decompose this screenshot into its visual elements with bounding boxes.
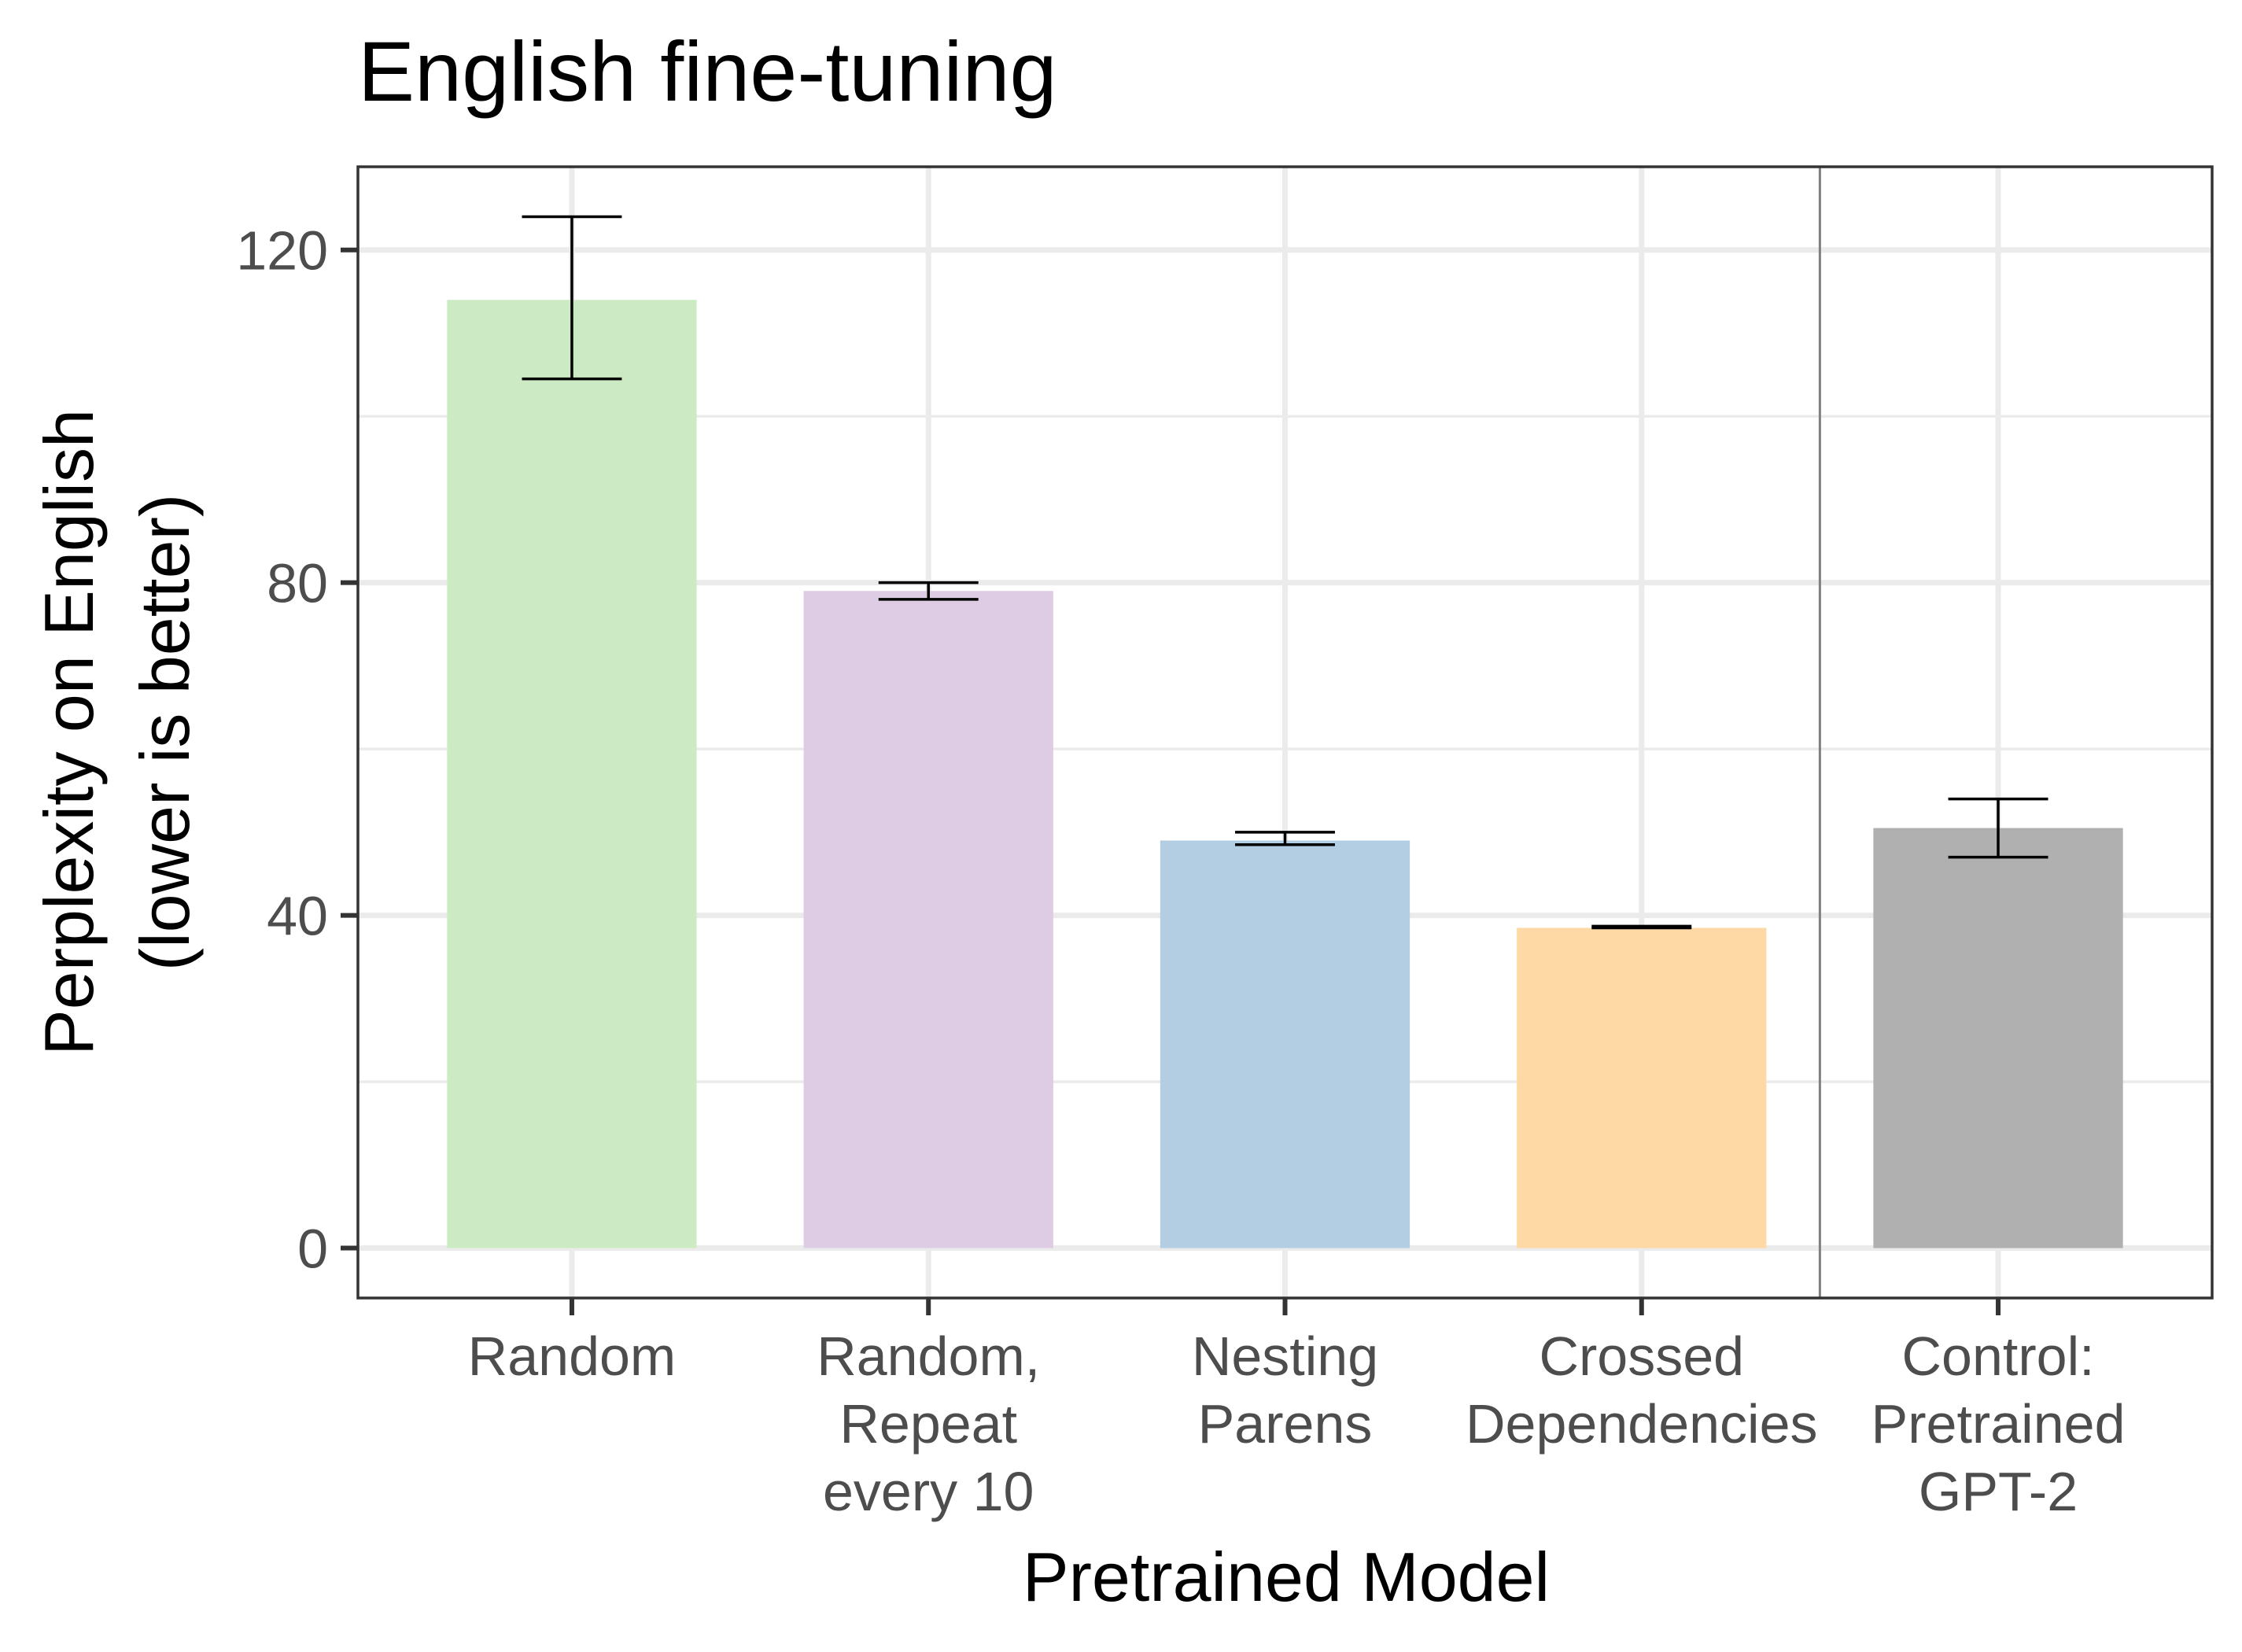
x-tick-label-line: Control: <box>1901 1326 2094 1387</box>
bars <box>447 300 2123 1248</box>
x-tick-label-line: Parens <box>1198 1393 1373 1455</box>
bar-1 <box>447 300 697 1248</box>
bar-4 <box>1517 927 1767 1248</box>
chart-title: English fine-tuning <box>358 24 1057 119</box>
x-tick-label-line: Random, <box>817 1326 1040 1387</box>
y-tick-label: 80 <box>267 553 328 614</box>
y-tick-label: 40 <box>267 886 328 947</box>
x-axis: Random Random, Repeat every 10 Nesting Parens… <box>468 1298 2126 1522</box>
bar-5 <box>1873 828 2123 1248</box>
x-tick-label-line: Repeat <box>839 1393 1017 1455</box>
y-tick-label: 120 <box>236 220 328 282</box>
x-tick-label-line: Random <box>468 1326 677 1387</box>
y-axis-title-line-2: (lower is better) <box>126 494 204 971</box>
x-tick-label-3: Nesting Parens <box>1192 1326 1378 1455</box>
y-axis: 0 40 80 120 <box>236 220 358 1280</box>
y-tick-label: 0 <box>297 1219 328 1280</box>
bar-2 <box>803 591 1053 1248</box>
y-axis-title-line-1: Perplexity on English <box>30 409 108 1056</box>
x-tick-label-4: Crossed Dependencies <box>1466 1326 1818 1455</box>
y-axis-title: Perplexity on English (lower is better) <box>30 409 204 1056</box>
bar-3 <box>1160 840 1410 1248</box>
error-bars <box>522 215 2048 930</box>
x-tick-label-2: Random, Repeat every 10 <box>817 1326 1040 1522</box>
x-tick-label-line: Dependencies <box>1466 1393 1818 1455</box>
x-tick-label-line: GPT-2 <box>1919 1461 2078 1522</box>
x-tick-label-line: Pretrained <box>1871 1393 2126 1455</box>
x-tick-label-5: Control: Pretrained GPT-2 <box>1871 1326 2126 1522</box>
x-tick-label-line: Crossed <box>1539 1326 1744 1387</box>
x-tick-label-line: every 10 <box>823 1461 1034 1522</box>
x-axis-title: Pretrained Model <box>1023 1538 1550 1616</box>
x-tick-label-line: Nesting <box>1192 1326 1378 1387</box>
x-tick-label-1: Random <box>468 1326 677 1387</box>
